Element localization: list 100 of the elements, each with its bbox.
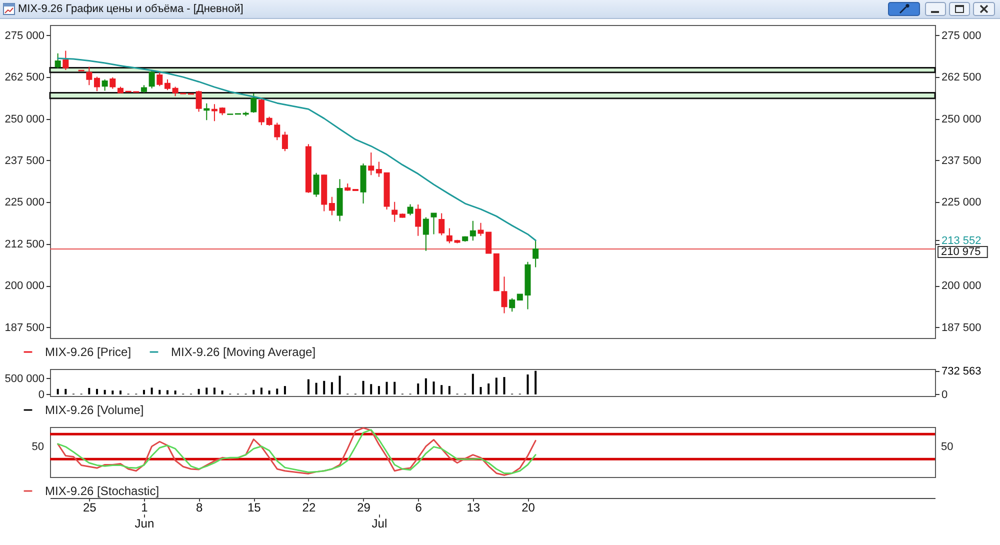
y2-tick-label: 200 000 [942, 280, 982, 292]
candlestick [140, 84, 147, 94]
bar [268, 390, 270, 394]
bar [284, 386, 286, 394]
candlestick [392, 201, 398, 222]
candlestick [62, 50, 69, 71]
candlestick [196, 90, 202, 112]
candlestick [509, 298, 516, 312]
bar [252, 390, 255, 394]
bar [338, 376, 341, 394]
bar [424, 378, 427, 394]
bar [174, 390, 176, 394]
candlestick [86, 66, 92, 86]
bar [104, 390, 106, 394]
bar [315, 382, 318, 394]
legend-label: MIX-9.26 [Moving Average] [171, 345, 316, 359]
bar [526, 374, 529, 394]
bar [260, 388, 262, 394]
candlestick [148, 70, 155, 89]
x-tick-label: 29 [357, 500, 371, 514]
bar [534, 370, 537, 394]
y-tick-label: 200 000 [4, 280, 44, 292]
candlestick [250, 92, 257, 114]
candlestick [532, 239, 539, 268]
candlestick [462, 236, 468, 242]
y2-tick-label: 187 500 [942, 322, 982, 334]
y-tick-label: 262 500 [4, 72, 44, 84]
bar [142, 390, 145, 394]
candlestick [204, 102, 210, 121]
bar [112, 390, 114, 394]
candlestick [102, 78, 108, 92]
bar [448, 386, 450, 394]
text: 50 [941, 441, 954, 453]
candlestick [344, 183, 351, 192]
y-tick-label: 187 500 [4, 322, 44, 334]
bar [378, 386, 380, 394]
x-tick-label: 25 [82, 500, 97, 514]
candlestick [430, 212, 437, 235]
y-tick-label: 212 500 [4, 238, 44, 250]
legend-label: MIX-9.26 [Stochastic] [45, 484, 160, 498]
bar [150, 388, 153, 394]
bar [362, 380, 364, 394]
candlestick [336, 178, 343, 222]
x-tick-label: 15 [247, 500, 262, 514]
bar [158, 390, 161, 394]
y2-tick-label: 225 000 [942, 196, 982, 209]
legend-label: MIX-9.26 [Price] [45, 345, 132, 359]
y2-tick-label: 213 552 [942, 234, 982, 247]
bar [166, 390, 168, 394]
candlestick [399, 213, 406, 218]
bar [276, 388, 278, 394]
bar [119, 390, 122, 394]
candlestick [422, 216, 429, 252]
x-tick-label: 6 [415, 500, 422, 514]
ref-line-label: 210 975 [941, 246, 981, 258]
candlestick [407, 204, 414, 216]
y-tick-label: 275 000 [4, 30, 44, 42]
candlestick [305, 144, 312, 194]
candlestick [258, 98, 264, 126]
candlestick [313, 172, 320, 198]
bar [213, 388, 216, 394]
candlestick [384, 172, 390, 210]
bar [323, 380, 326, 394]
candlestick [446, 228, 452, 244]
bar [488, 383, 490, 394]
candlestick [368, 152, 374, 176]
y2-tick-label: 250 000 [942, 113, 982, 126]
candlestick [242, 111, 249, 117]
y2-tick-label: 275 000 [942, 30, 982, 42]
bar [495, 378, 498, 394]
candlestick [352, 188, 358, 192]
line-series [57, 58, 536, 242]
candlestick [156, 71, 163, 87]
y-tick-label: 250 000 [4, 113, 44, 126]
legend-label: MIX-9.26 [Volume] [45, 403, 144, 417]
candlestick [321, 174, 328, 212]
bar [472, 374, 474, 394]
bar [480, 387, 482, 394]
y-tick-label: 237 500 [4, 154, 44, 167]
candlestick [282, 131, 288, 152]
candlestick [415, 204, 422, 236]
candlestick [328, 196, 335, 216]
candlestick [360, 162, 366, 204]
x-tick-label: 1 [141, 500, 148, 514]
candlestick [172, 86, 178, 97]
candlestick [219, 106, 226, 116]
bar [96, 388, 98, 394]
bar [503, 377, 506, 394]
bar [88, 388, 90, 394]
bar [307, 379, 310, 394]
x2-tick-label: Jun [134, 516, 154, 530]
candlestick [94, 76, 100, 92]
y2-tick-label: 0 [942, 388, 948, 401]
bar [370, 384, 372, 394]
bar [64, 388, 67, 394]
candlestick [454, 239, 460, 244]
y2-tick-label: 732 563 [942, 365, 982, 378]
x2-tick-label: Jul [372, 516, 388, 530]
candlestick [164, 78, 170, 91]
bar [417, 383, 420, 394]
